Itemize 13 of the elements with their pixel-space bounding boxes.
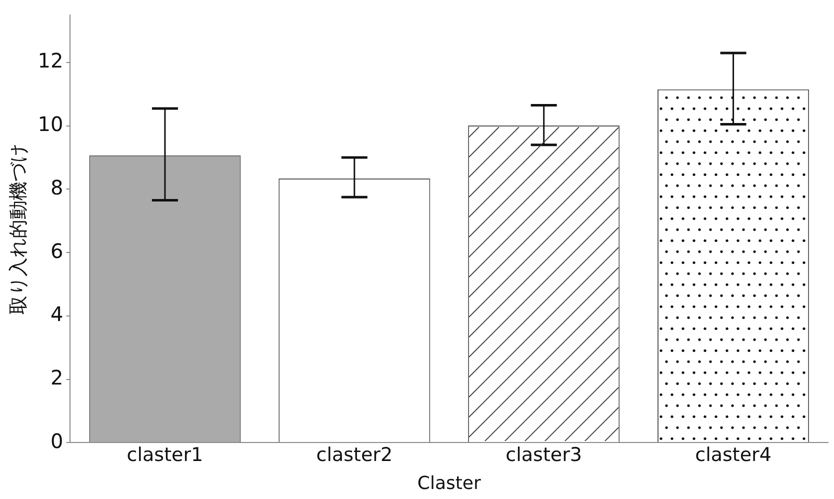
y-tick-label: 8 <box>50 175 64 200</box>
x-axis-title: Claster <box>417 472 482 494</box>
x-tick-label: claster1 <box>126 444 204 466</box>
x-tick-label: claster4 <box>695 444 772 466</box>
y-axis-title: 取り入れ的動機づけ <box>7 143 30 314</box>
y-tick-label: 10 <box>38 112 64 136</box>
x-tick-label: claster2 <box>316 444 393 466</box>
x-tick-label: claster3 <box>506 444 582 466</box>
y-tick-label: 2 <box>50 365 64 390</box>
y-tick-label: 12 <box>38 48 64 73</box>
y-tick-label: 4 <box>50 302 64 326</box>
y-tick-label: 6 <box>50 238 64 263</box>
y-tick-label: 0 <box>50 428 64 453</box>
